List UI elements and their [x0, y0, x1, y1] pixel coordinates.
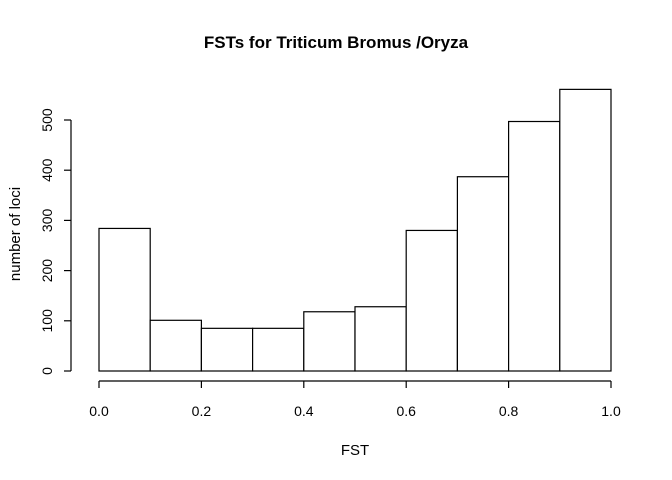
- histogram-bar: [98, 227, 151, 372]
- y-tick-label: 500: [39, 108, 55, 132]
- bars-group: [98, 88, 612, 372]
- y-tick-label: 400: [39, 158, 55, 182]
- histogram-bar: [303, 311, 356, 372]
- x-tick-label: 0.0: [89, 403, 109, 419]
- x-tick-label: 0.2: [192, 403, 212, 419]
- x-axis-label: FST: [341, 442, 369, 459]
- y-tick-label: 100: [39, 309, 55, 333]
- y-tick-label: 300: [39, 209, 55, 233]
- x-tick-label: 0.4: [294, 403, 314, 419]
- x-tick-label: 0.8: [499, 403, 519, 419]
- histogram-bar: [252, 327, 305, 372]
- histogram-bar: [354, 306, 407, 372]
- y-tick-label: 0: [39, 367, 55, 375]
- histogram-bar: [559, 88, 612, 372]
- x-tick-label: 1.0: [601, 403, 621, 419]
- x-axis: 0.0 0.2 0.4 0.6 0.8 1.0: [89, 380, 621, 419]
- y-axis-label: number of loci: [7, 187, 24, 281]
- histogram-bar: [149, 319, 202, 372]
- chart-title: FSTs for Triticum Bromus /Oryza: [204, 33, 469, 52]
- y-axis: 0 100 200 300 400 500: [39, 108, 72, 375]
- histogram-bar: [405, 229, 459, 372]
- histogram-bar: [456, 176, 510, 372]
- histogram-bar: [508, 120, 561, 372]
- y-tick-label: 200: [39, 259, 55, 283]
- histogram-bar: [200, 327, 254, 372]
- x-tick-label: 0.6: [396, 403, 416, 419]
